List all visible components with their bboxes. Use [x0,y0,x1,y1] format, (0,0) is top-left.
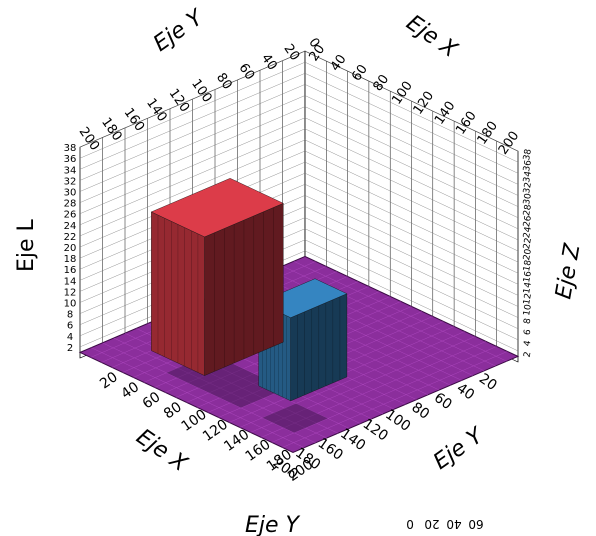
floor-patch-2 [262,403,328,433]
z-axis-title: Eje L [14,218,39,272]
z-tick-right-28: 28 [522,203,534,216]
z-tick-right-30: 30 [522,192,534,205]
z-tick-right-24: 24 [522,226,534,239]
z-tick-right-22: 22 [522,237,534,250]
floor-mesh-y-180 [271,346,497,443]
z-axis-title-right: Eje Z [551,241,585,301]
z-tick-32: 32 [64,176,77,187]
gridline-z-38 [79,50,519,152]
mirror-tick-60: 60 [468,517,483,531]
z-tick-20: 20 [64,243,77,254]
z-tick-right-4: 4 [523,339,534,347]
z-tick-right-26: 26 [522,215,534,228]
y-axis-title-back: Eje Y [149,5,209,57]
z-tick-10: 10 [64,299,77,310]
floor-mesh-y-190 [282,351,508,448]
z-tick-right-12: 12 [522,293,534,306]
z-tick-30: 30 [64,188,77,199]
z-tick-right-8: 8 [523,317,534,325]
z-tick-right-34: 34 [522,170,534,183]
peak-top-1 [150,178,284,238]
mirror-tick-0: 0 [406,517,414,531]
x-tick-20: 20 [476,371,500,394]
y-axis-title-mirror: Eje Y [245,513,301,536]
z-tick-36: 36 [64,154,77,165]
x-axis-title-back: Eje X [402,10,463,63]
gridline-z-30 [79,95,519,196]
z-tick-8: 8 [67,310,73,321]
z-tick-right-14: 14 [522,281,534,294]
gridline-z-32 [79,84,519,185]
z-tick-34: 34 [64,165,77,176]
z-tick-26: 26 [64,210,77,221]
z-tick-right-38: 38 [522,148,534,161]
z-tick-28: 28 [64,199,77,210]
z-tick-6: 6 [67,321,73,332]
z-tick-right-16: 16 [522,270,534,283]
peak-block-1 [150,178,284,376]
x-axis-title: Eje X [132,424,193,477]
z-tick-right-10: 10 [522,303,534,316]
z-tick-18: 18 [64,254,77,265]
gridline-z-28 [79,106,519,207]
gridline-z-34 [79,73,519,174]
gridline-z-22 [79,139,519,241]
z-tick-right-32: 32 [522,182,534,195]
z-tick-4: 4 [67,332,73,343]
x-tick-40: 40 [453,380,477,403]
z-tick-right-18: 18 [522,259,534,272]
x-tick-80: 80 [408,399,432,422]
gridline-z-26 [79,117,519,218]
z-tick-2: 2 [67,343,73,354]
gridline-z-36 [79,61,519,163]
z-tick-12: 12 [64,287,77,298]
mirror-tick-20: 20 [424,517,439,531]
z-tick-24: 24 [64,221,77,232]
z-tick-38: 38 [64,143,77,154]
gridline-z-24 [79,128,519,229]
peak-blocks [150,178,348,402]
z-tick-right-2: 2 [523,351,534,358]
z-tick-22: 22 [64,232,77,243]
y-axis-title: Eje Y [429,423,489,475]
z-tick-right-36: 36 [522,159,534,172]
x-tick-60: 60 [431,390,455,413]
z-tick-16: 16 [64,265,77,276]
z-tick-right-6: 6 [523,328,534,336]
z-tick-14: 14 [64,276,77,287]
mirror-tick-40: 40 [446,517,461,531]
z-tick-right-20: 20 [522,248,534,261]
